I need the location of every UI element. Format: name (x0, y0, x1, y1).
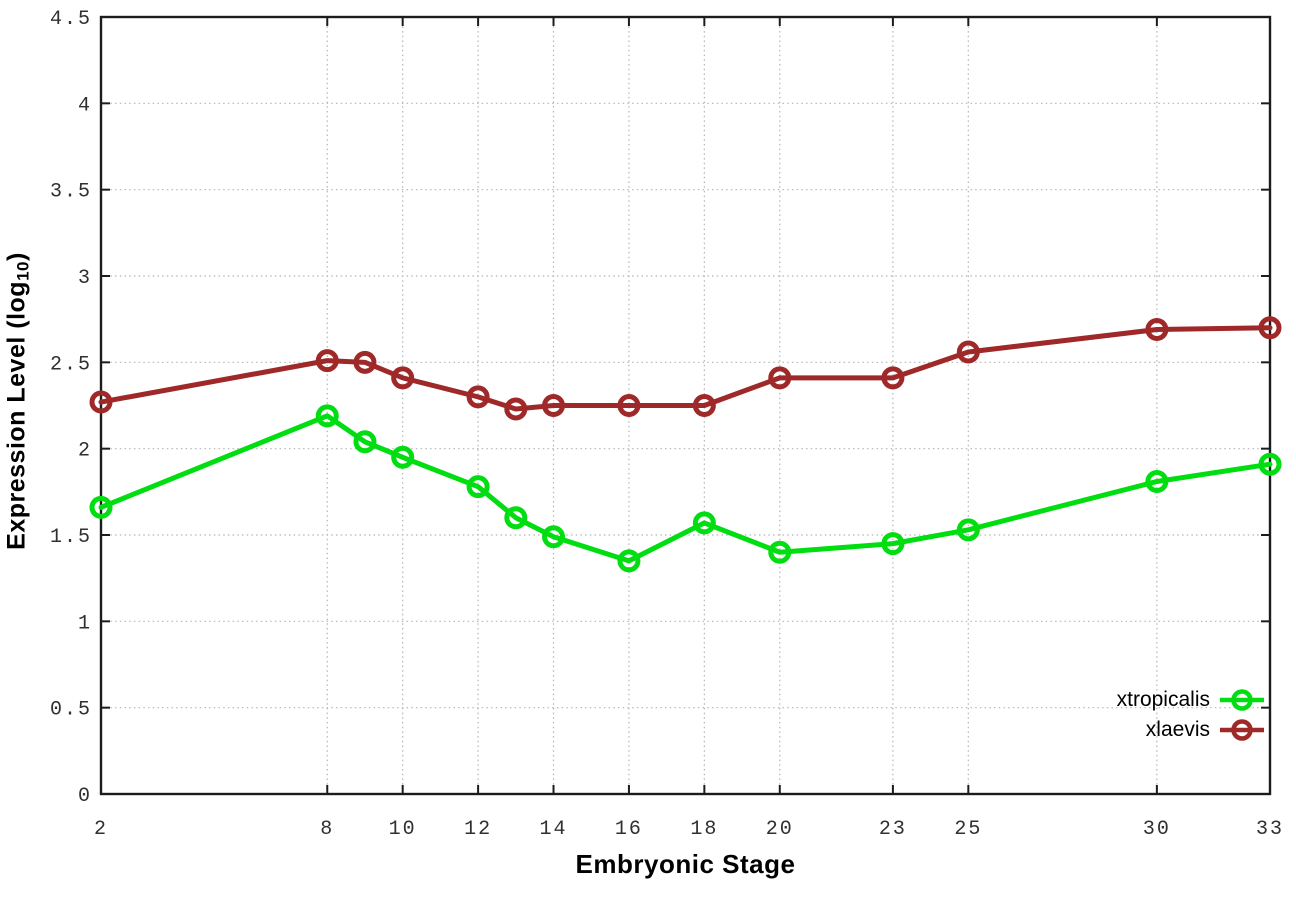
data-point-xtropicalis (768, 540, 792, 564)
legend-entry-xtropicalis: xtropicalis (1117, 686, 1265, 714)
data-point-xlaevis (353, 350, 377, 374)
data-point-xtropicalis (617, 549, 641, 573)
data-point-xlaevis (315, 349, 339, 373)
x-axis-title: Embryonic Stage (575, 849, 796, 879)
data-point-xlaevis (956, 340, 980, 364)
x-tick-label: 10 (389, 818, 417, 841)
x-tick-label: 16 (615, 818, 643, 841)
legend-entry-xlaevis: xlaevis (1146, 716, 1265, 744)
tick-marks (100, 16, 1271, 795)
x-tick-label: 20 (766, 818, 794, 841)
y-axis-title: Expression Level (log10) (2, 252, 33, 550)
x-tick-label: 18 (690, 818, 718, 841)
data-point-xtropicalis (692, 511, 716, 535)
legend: xtropicalis xlaevis (1117, 686, 1265, 744)
data-point-xtropicalis (1258, 452, 1282, 476)
y-axis-title-close: ) (2, 252, 31, 261)
plot-border (99, 15, 1272, 796)
data-point-xtropicalis (542, 525, 566, 549)
x-tick-label: 25 (954, 818, 982, 841)
y-tick-label: 1 (78, 612, 92, 635)
x-tick-label: 2 (94, 818, 108, 841)
data-point-xtropicalis (504, 506, 528, 530)
y-tick-label: 4.5 (50, 8, 92, 31)
data-point-xtropicalis (881, 532, 905, 556)
y-tick-label: 3.5 (50, 181, 92, 204)
data-point-xlaevis (881, 366, 905, 390)
y-tick-label: 3 (78, 267, 92, 290)
legend-marker-xtropicalis-icon (1220, 689, 1264, 711)
y-axis-title-text: Expression Level (log (2, 280, 31, 550)
y-tick-label: 0.5 (50, 699, 92, 722)
legend-label-xlaevis: xlaevis (1145, 718, 1210, 741)
series-line-xlaevis (98, 325, 1273, 412)
x-tick-label: 30 (1143, 818, 1171, 841)
data-point-xtropicalis (1145, 469, 1169, 493)
series-line-xtropicalis (98, 413, 1273, 564)
data-point-xlaevis (1145, 318, 1169, 342)
data-point-xlaevis (391, 366, 415, 390)
data-point-xtropicalis (466, 475, 490, 499)
y-tick-label: 0 (78, 785, 92, 808)
data-point-xlaevis (1258, 316, 1282, 340)
data-point-xlaevis (768, 366, 792, 390)
y-axis-title-subscript: 10 (13, 260, 33, 281)
x-tick-label: 23 (879, 818, 907, 841)
y-tick-label: 1.5 (50, 526, 92, 549)
x-tick-label: 8 (320, 818, 334, 841)
x-tick-label: 14 (540, 818, 568, 841)
legend-label-xtropicalis: xtropicalis (1116, 688, 1210, 711)
data-point-xlaevis (89, 390, 113, 414)
data-point-xlaevis (692, 394, 716, 417)
data-point-xtropicalis (89, 495, 113, 519)
data-point-xtropicalis (353, 430, 377, 454)
x-tick-label: 33 (1256, 818, 1284, 841)
y-tick-label: 2.5 (50, 353, 92, 376)
data-point-xlaevis (466, 385, 490, 409)
data-point-xtropicalis (391, 445, 415, 469)
y-tick-label: 2 (78, 440, 92, 463)
y-tick-label: 4 (78, 94, 92, 117)
data-point-xtropicalis (956, 518, 980, 542)
x-tick-label: 12 (464, 818, 492, 841)
data-point-xlaevis (617, 394, 641, 417)
data-point-xlaevis (504, 397, 528, 421)
legend-marker-xlaevis-icon (1220, 719, 1264, 741)
data-point-xtropicalis (315, 404, 339, 428)
data-point-xlaevis (542, 394, 566, 417)
